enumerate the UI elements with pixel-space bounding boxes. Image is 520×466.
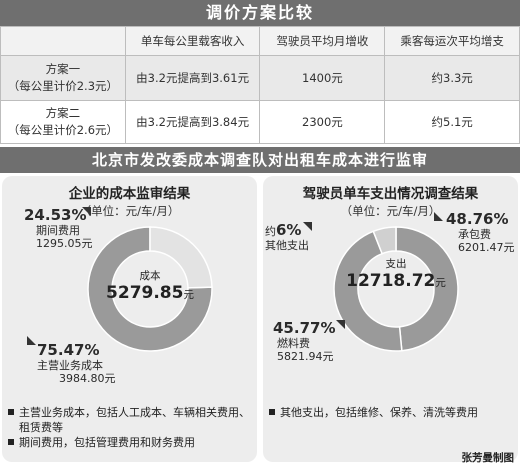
donut-center: 成本 5279.85元 [85,270,215,303]
plan-name: 方案一 [45,62,81,76]
comparison-title: 调价方案比较 [0,0,520,26]
callout-amount: 5821.94元 [277,350,334,363]
panel-title: 企业的成本监审结果 [68,186,191,202]
period-expense-callout: 24.53% 期间费用 1295.05元 [24,205,93,250]
plan-cell: 方案一 （每公里计价2.3元） [0,55,126,101]
plan-price: （每公里计价2.6元） [7,123,119,137]
callout-pct: 45.77% [273,319,336,337]
note-item: 主营业务成本，包括人工成本、车辆相关费用、租赁费等 [8,405,253,435]
contract-fee-callout: 48.76% 承包费 6201.47元 [446,209,515,254]
center-unit: 元 [183,289,194,301]
driver-cell: 2300元 [259,100,386,144]
driver-cell: 1400元 [259,55,386,101]
section-title: 北京市发改委成本调查队对出租车成本进行监审 [0,147,520,173]
pointer-icon [27,336,36,345]
credit-text: 张芳曼制图 [461,452,515,464]
callout-label: 燃料费 [277,337,310,350]
panel-title: 驾驶员单车支出情况调查结果 [302,186,479,202]
callout-label: 其他支出 [265,239,309,252]
revenue-cell: 由3.2元提高到3.84元 [124,100,261,144]
note-item: 期间费用，包括管理费用和财务费用 [8,435,253,450]
plan-name: 方案二 [45,106,81,120]
header-cell-passenger: 乘客每运次平均增支 [384,26,520,56]
donut-slice-2 [149,226,213,289]
header-cell-revenue: 单车每公里载客收入 [124,26,261,56]
table-header-row: 单车每公里载客收入 驾驶员平均月增收 乘客每运次平均增支 [0,26,520,56]
driver-expense-panel: 驾驶员单车支出情况调查结果 （单位：元/车/月） 支出 12718.72元 约6… [263,176,518,462]
callout-pct: 6% [276,221,302,239]
passenger-cell: 约5.1元 [384,100,520,144]
table-row: 方案一 （每公里计价2.3元） 由3.2元提高到3.61元 1400元 约3.3… [0,55,520,101]
enterprise-cost-donut [87,226,213,352]
callout-amount: 3984.80元 [59,372,116,385]
note-item: 其他支出，包括维修、保养、清洗等费用 [269,405,514,420]
other-expense-callout: 约6% 其他支出 [265,220,309,252]
callout-label: 承包费 [458,228,491,241]
driver-expense-donut [333,226,459,352]
callout-prefix: 约 [265,225,276,238]
callout-amount: 1295.05元 [36,237,93,250]
callout-amount: 6201.47元 [458,241,515,254]
pointer-icon [434,212,443,221]
main-cost-callout: 75.47% 主营业务成本 3984.80元 [37,340,116,385]
callout-label: 主营业务成本 [37,359,103,372]
notes-list: 主营业务成本，包括人工成本、车辆相关费用、租赁费等 期间费用，包括管理费用和财务… [8,405,253,450]
center-value: 5279.85 [106,283,184,303]
pointer-icon [336,320,345,329]
fuel-fee-callout: 45.77% 燃料费 5821.94元 [273,318,335,363]
callout-pct: 75.47% [37,341,100,359]
plan-cell: 方案二 （每公里计价2.6元） [0,100,126,144]
panel-unit: （单位：元/车/月） [340,204,441,218]
pointer-icon [82,207,91,216]
enterprise-cost-panel: 企业的成本监审结果 （单位：元/车/月） 成本 5279.85元 24.53% … [2,176,257,462]
header-cell-driver: 驾驶员平均月增收 [259,26,386,56]
center-unit: 元 [435,277,446,289]
table-row: 方案二 （每公里计价2.6元） 由3.2元提高到3.84元 2300元 约5.1… [0,100,520,144]
callout-label: 期间费用 [36,224,80,237]
donut-slice-1 [87,226,213,352]
callout-pct: 24.53% [24,206,87,224]
pointer-icon [303,222,312,231]
notes-list: 其他支出，包括维修、保养、清洗等费用 [269,405,514,420]
plan-comparison-table: 单车每公里载客收入 驾驶员平均月增收 乘客每运次平均增支 方案一 （每公里计价2… [0,26,520,144]
panel-unit: （单位：元/车/月） [79,204,180,218]
plan-price: （每公里计价2.3元） [7,79,119,93]
donut-slice-3 [372,226,397,255]
revenue-cell: 由3.2元提高到3.61元 [124,55,261,101]
header-cell-empty [0,26,126,56]
center-label: 成本 [139,270,161,282]
center-value: 12718.72 [346,271,436,291]
callout-pct: 48.76% [446,210,509,228]
donut-center: 支出 12718.72元 [331,258,461,291]
donut-slice-2 [333,230,403,352]
passenger-cell: 约3.3元 [384,55,520,101]
center-label: 支出 [385,258,407,270]
donut-slice-1 [395,226,459,352]
